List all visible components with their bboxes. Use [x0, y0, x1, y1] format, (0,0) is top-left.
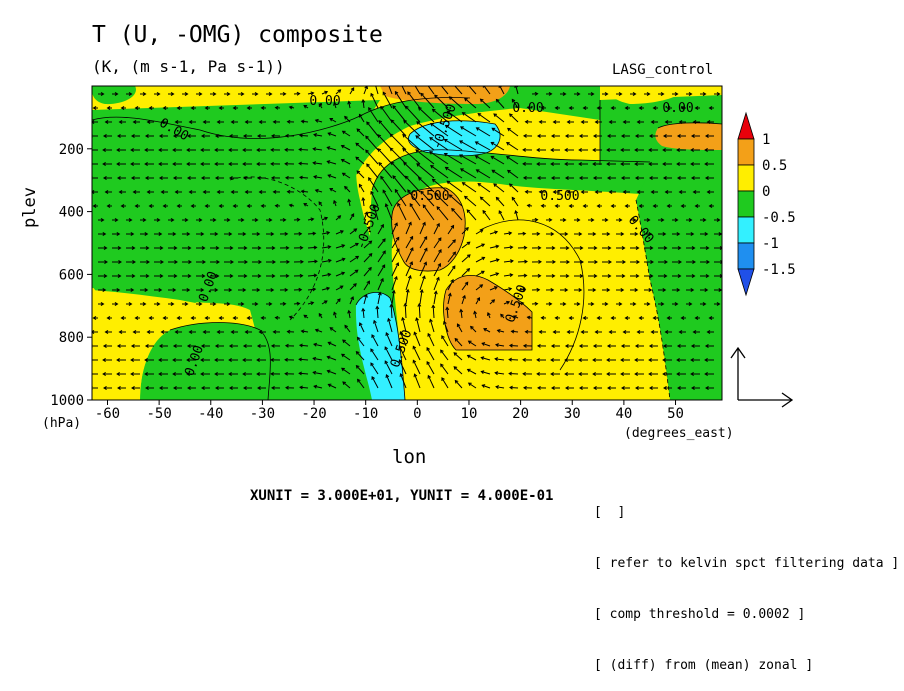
wind-vector-head	[385, 78, 388, 81]
y-ticks: 200 400 600 800 1000	[50, 142, 92, 409]
wind-vector-head	[423, 79, 426, 82]
x-tick-label: 20	[512, 406, 529, 422]
x-tick-label: 10	[461, 406, 478, 422]
x-ticks: -60 -50 -40 -30 -20 -10 0 10 20 30 40 50	[95, 400, 684, 422]
colorbar-label: -1.5	[762, 262, 796, 278]
x-tick-label: -50	[146, 406, 171, 422]
wind-vector-head	[452, 83, 455, 86]
x-tick-label: -40	[198, 406, 223, 422]
colorbar-label: 0	[762, 184, 770, 200]
y-tick-label: 200	[59, 142, 84, 158]
wind-vector-head	[89, 358, 92, 361]
colorbar-label: 0.5	[762, 158, 787, 174]
x-tick-label: -60	[95, 406, 120, 422]
x-tick-label: -10	[353, 406, 378, 422]
x-tick-label: 40	[615, 406, 632, 422]
y-tick-label: 800	[59, 330, 84, 346]
contour-label: 0.00	[309, 94, 340, 109]
colorbar-segment	[738, 217, 754, 243]
colorbar-label: -1	[762, 236, 779, 252]
reference-vector	[731, 348, 792, 407]
y-tick-label: 400	[59, 205, 84, 221]
wind-vector-head	[398, 77, 401, 80]
contour-label: 0.500	[410, 189, 449, 204]
wind-vector-head	[437, 81, 440, 84]
wind-vector-head	[373, 79, 376, 82]
note-line: [ (diff) from (mean) zonal ]	[594, 657, 899, 674]
colorbar-segment	[738, 139, 754, 165]
wind-vector-head	[89, 372, 92, 375]
x-tick-label: -20	[301, 406, 326, 422]
x-tick-label: -30	[250, 406, 275, 422]
colorbar-bottom-arrow	[738, 269, 754, 295]
contour-label: 0.00	[662, 101, 693, 116]
colorbar: 1 0.5 0 -0.5 -1 -1.5	[738, 113, 796, 295]
y-tick-label: 1000	[50, 393, 84, 409]
y-tick-label: 600	[59, 267, 84, 283]
colorbar-label: -0.5	[762, 210, 796, 226]
colorbar-top-arrow	[738, 113, 754, 139]
colorbar-segment	[738, 165, 754, 191]
colorbar-segment	[738, 191, 754, 217]
x-tick-label: 0	[413, 406, 421, 422]
colorbar-segment	[738, 243, 754, 269]
x-tick-label: 50	[667, 406, 684, 422]
contour-label: 0.00	[512, 101, 543, 116]
wind-vector-head	[89, 162, 92, 165]
x-tick-label: 30	[564, 406, 581, 422]
colorbar-label: 1	[762, 132, 770, 148]
contour-label: 0.500	[540, 189, 579, 204]
wind-vector-head	[410, 78, 413, 81]
